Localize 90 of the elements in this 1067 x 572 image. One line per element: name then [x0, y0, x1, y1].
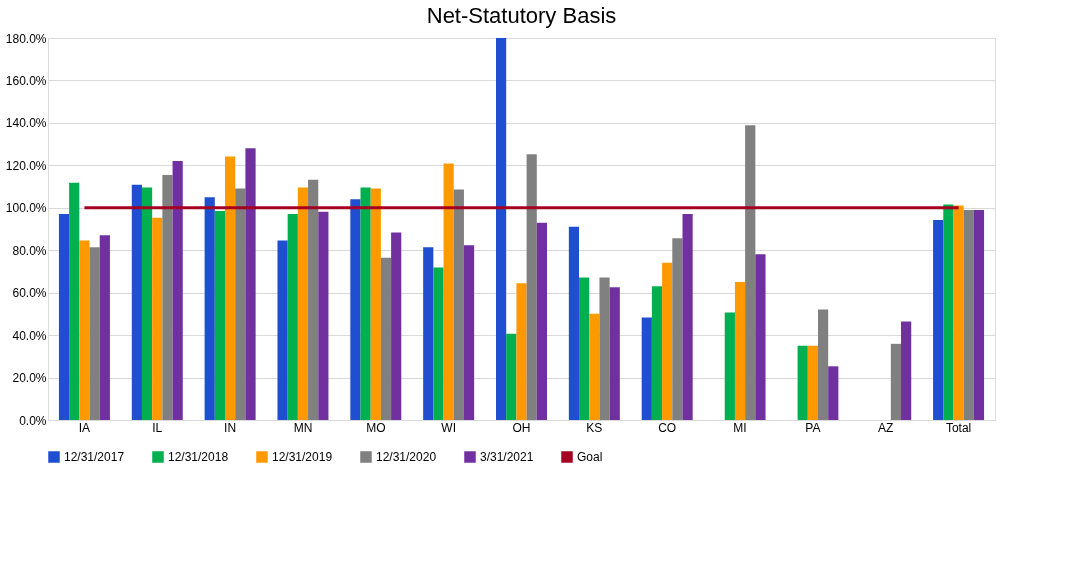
bar: [536, 222, 547, 420]
bar: [599, 277, 610, 420]
x-tick-label: OH: [512, 420, 531, 435]
bar: [99, 235, 110, 420]
x-tick-label: IL: [152, 420, 163, 435]
bar: [214, 210, 226, 420]
bar: [609, 287, 620, 420]
bar: [443, 163, 454, 420]
y-tick-label: 40.0%: [12, 328, 47, 343]
y-tick-label: 60.0%: [12, 286, 47, 301]
bar: [579, 277, 590, 420]
legend-label: 12/31/2020: [376, 450, 437, 464]
bar: [423, 247, 434, 420]
y-tick-label: 180.0%: [5, 31, 47, 46]
bar: [318, 211, 329, 420]
bar: [973, 210, 985, 420]
chart-title: Net-Statutory Basis: [426, 3, 617, 28]
x-tick-label: IN: [224, 420, 237, 435]
bar: [391, 232, 402, 420]
x-tick-label: KS: [586, 420, 603, 435]
bar: [141, 187, 153, 420]
bar: [641, 317, 652, 420]
bar: [152, 217, 163, 420]
x-tick-label: MO: [366, 420, 386, 435]
bar: [953, 205, 964, 420]
bar: [734, 282, 746, 420]
bar: [933, 220, 944, 420]
bar: [287, 213, 298, 420]
legend-label: 12/31/2018: [168, 450, 229, 464]
bar: [225, 156, 236, 420]
bar: [890, 343, 902, 420]
bar: [963, 210, 974, 420]
x-tick-label: MI: [733, 420, 747, 435]
bar: [589, 313, 600, 420]
x-tick-label: CO: [658, 420, 677, 435]
bar: [901, 321, 912, 420]
bar: [350, 199, 361, 420]
x-tick-label: MN: [293, 420, 313, 435]
bar: [651, 286, 663, 420]
y-tick-label: 0.0%: [19, 413, 47, 428]
bar: [58, 213, 70, 420]
bar: [516, 283, 527, 420]
bar: [506, 333, 517, 420]
bar: [277, 240, 288, 420]
bar: [245, 148, 256, 420]
y-tick-label: 80.0%: [12, 243, 47, 258]
bar: [360, 187, 371, 420]
bar: [308, 179, 319, 420]
bar: [69, 182, 80, 420]
x-tick-label: WI: [441, 420, 456, 435]
bar: [745, 125, 756, 420]
bar: [526, 154, 537, 420]
bar: [235, 188, 246, 420]
bar: [496, 38, 507, 420]
bar: [172, 161, 183, 420]
legend-label: 12/31/2017: [64, 450, 125, 464]
bar: [672, 238, 683, 420]
bar: [724, 312, 735, 420]
bar: [568, 226, 580, 420]
bar: [662, 262, 673, 420]
bar: [204, 197, 215, 420]
bar: [453, 189, 464, 420]
bar: [817, 309, 829, 420]
legend-label: 3/31/2021: [480, 450, 534, 464]
x-tick-label: AZ: [878, 420, 894, 435]
y-tick-label: 20.0%: [12, 371, 47, 386]
y-tick-label: 140.0%: [5, 116, 47, 131]
bar: [755, 254, 766, 420]
bar: [682, 213, 693, 420]
x-tick-label: IA: [78, 420, 91, 435]
legend-label: Goal: [577, 450, 603, 464]
bar: [433, 267, 444, 420]
bar: [162, 174, 173, 420]
bar: [297, 187, 309, 420]
y-tick-label: 160.0%: [5, 73, 47, 88]
bar: [828, 366, 839, 420]
bar: [797, 345, 808, 420]
bar: [943, 204, 954, 420]
bar: [807, 345, 818, 420]
y-tick-label: 100.0%: [5, 201, 47, 216]
x-tick-label: PA: [805, 420, 821, 435]
y-tick-label: 120.0%: [5, 158, 47, 173]
bar: [370, 188, 381, 420]
x-tick-label: Total: [945, 420, 972, 435]
bar: [79, 240, 90, 420]
bar: [380, 257, 392, 420]
bar: [89, 247, 100, 420]
legend-label: 12/31/2019: [272, 450, 333, 464]
bar: [463, 245, 475, 420]
bar: [131, 184, 142, 420]
